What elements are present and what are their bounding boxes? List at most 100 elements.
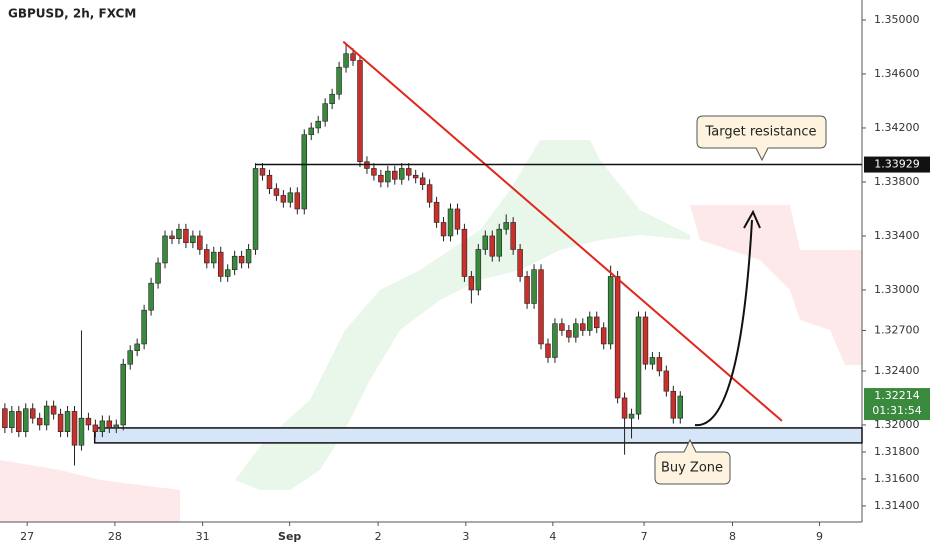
candle-body [545,343,551,358]
candle-body [315,120,321,129]
x-tick-label: Sep [278,530,301,543]
candle-body [71,411,78,446]
y-tick-label: 1.34600 [874,67,920,80]
candle-body [329,93,335,104]
cloud-green [235,140,690,490]
candle-body [113,424,120,428]
y-tick-label: 1.33400 [874,229,920,242]
x-tick-label: 3 [462,530,469,543]
candle-body [635,316,642,415]
cloud-red [690,205,862,365]
candle-body [301,134,308,210]
candle-body [92,424,99,432]
candle-body [169,235,175,239]
candle-body [16,411,22,432]
annotation-text: Buy Zone [661,461,723,476]
candle-body [677,395,684,419]
candle-body [670,390,677,419]
candle-body [252,168,259,250]
arrow-head [743,209,761,229]
candle-body [426,184,433,203]
candle-body [538,269,544,345]
annotation-text: Target resistance [704,125,816,140]
candle-body [9,411,15,428]
countdown-label: 01:31:54 [872,404,921,417]
candle-body [294,192,301,210]
y-tick-label: 1.32700 [874,323,920,336]
callout-box [696,115,827,162]
candle-body [78,417,85,446]
y-tick-label: 1.33800 [874,175,920,188]
candle-body [607,276,614,345]
candle-body [36,417,43,426]
y-tick-label: 1.33000 [874,283,920,296]
chart-title: GBPUSD, 2h, FXCM [8,7,136,21]
candle-body [23,408,29,432]
candle-body [621,397,628,419]
candle-body [350,53,356,61]
candle-body [489,235,496,257]
candle-body [587,316,593,331]
candle-body [217,251,224,277]
candle-body [162,235,168,264]
annotation-buy: Buy Zone [654,438,731,485]
projection-arrow [694,219,753,427]
candle-body [50,405,57,415]
candle-body [440,222,447,237]
x-tick-label: 9 [816,530,823,543]
candle-body [43,405,50,426]
candle-body [357,60,363,163]
y-tick-label: 1.31400 [874,499,920,512]
candle-body [475,249,482,291]
candle-body [593,316,600,329]
candle-body [141,309,147,345]
candle-body [419,177,426,185]
candle-body [308,127,314,136]
price-tag [864,388,930,421]
candle-body [531,269,537,304]
candle-body [197,235,203,250]
candle-body [559,323,565,331]
candle-body [120,363,126,426]
candle-body [148,282,154,311]
candle-body [399,168,405,180]
candle-body [266,174,273,190]
candle-body [378,174,384,183]
candle-body [224,269,231,277]
candle-body [510,222,516,250]
candle-body [273,188,280,196]
callout-box [654,438,731,485]
x-tick-label: 4 [549,530,556,543]
candle-body [211,251,217,264]
y-tick-label: 1.32000 [874,418,920,431]
candle-body [614,276,621,399]
candle-body [176,228,182,239]
candle-body [552,323,558,358]
candle-body [461,228,468,277]
x-tick-label: 28 [108,530,122,543]
candle-body [204,249,210,264]
candle-body [385,170,391,183]
candle-body [29,408,36,419]
candle-body [566,330,572,338]
candle-body [663,370,670,392]
candle-body [600,327,607,345]
candle-body [134,343,140,351]
x-tick-label: 8 [729,530,736,543]
candle-body [280,195,287,203]
candle-body [392,170,398,180]
candle-body [433,201,440,223]
candle-body [524,276,530,304]
candle-body [454,208,461,230]
y-tick-label: 1.31600 [874,472,920,485]
candle-body [336,66,342,95]
candle-body [517,249,523,277]
annotation-target: Target resistance [696,115,827,162]
candle-body [99,420,106,432]
candle-body [155,262,161,284]
candle-body [106,420,113,428]
candle-body [580,323,586,331]
candle-body [628,413,635,419]
candle-body [231,255,238,271]
